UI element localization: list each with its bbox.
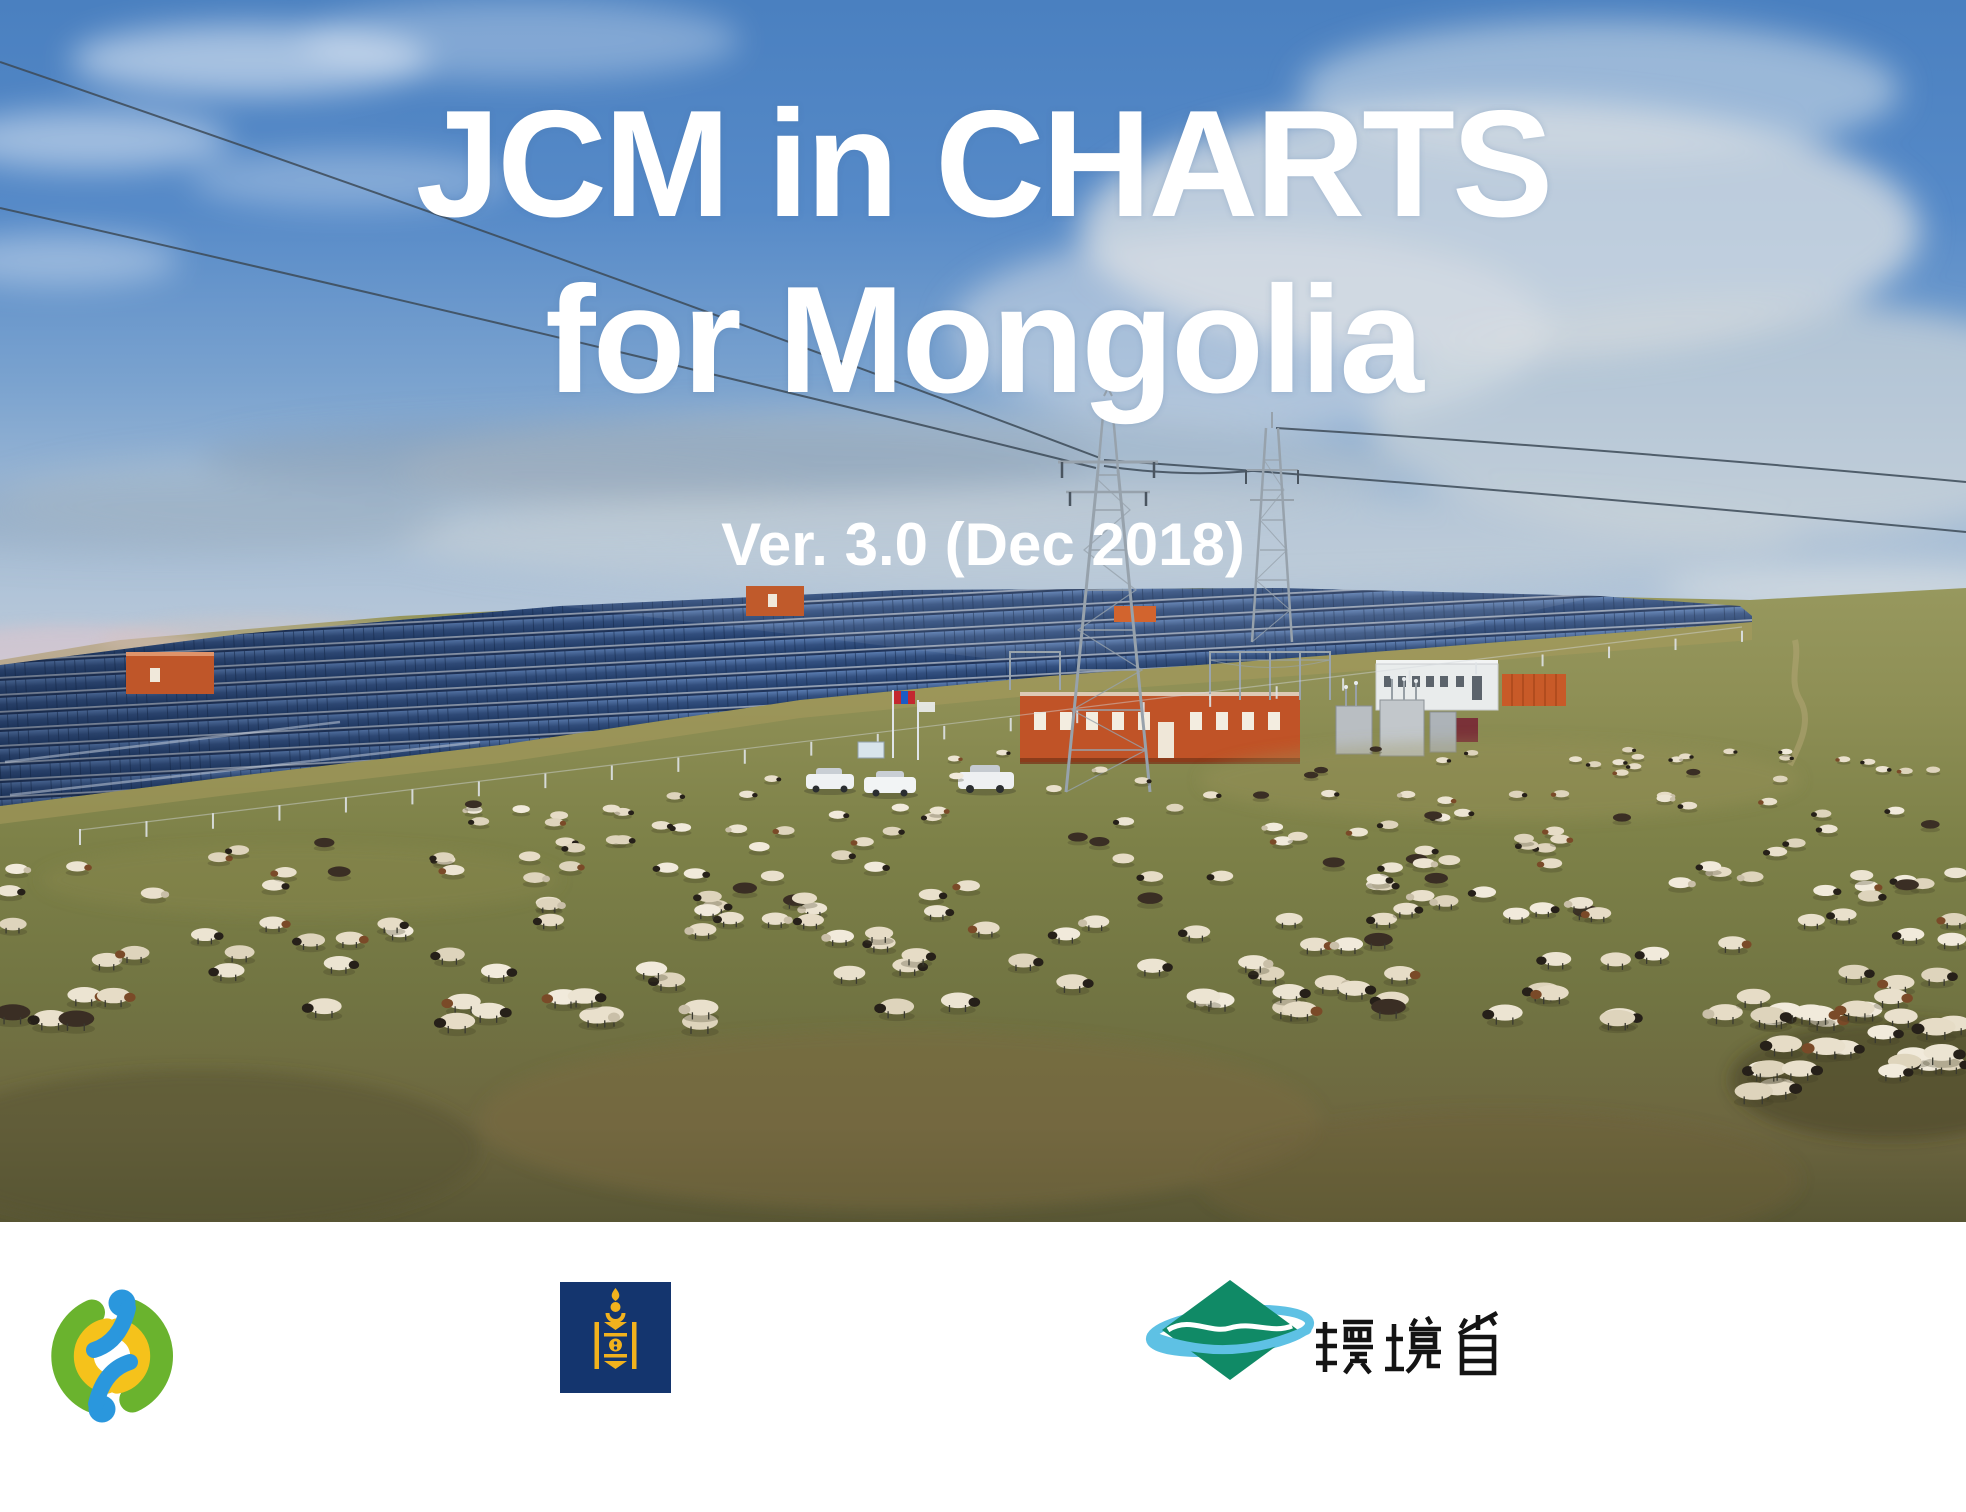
site-sign [857,741,885,759]
ecf-swirl-globe-icon [51,1289,173,1423]
cover-photo: JCM in CHARTS for Mongolia Ver. 3.0 (Dec… [0,0,1966,1222]
moej-kanji-glyphs [1316,1310,1499,1376]
substation-gantry [1009,651,1331,700]
ridge-shed-left [126,652,214,658]
dirt-track [1787,639,1808,767]
flag-poles [857,690,935,760]
parked-cars [804,765,1016,799]
grass-texture [0,740,1966,1222]
solar-array [0,588,1752,824]
transmission-tower-2 [1245,412,1299,643]
title-line-1: JCM in CHARTS [415,79,1554,249]
soyombo-emblem-icon [560,1282,671,1393]
perimeter-fence [79,626,1743,845]
logo-artwork [51,1280,1499,1423]
white-banner [919,702,935,712]
moej-diamond-swoosh-icon [1145,1280,1315,1380]
substation-buildings [126,586,1566,764]
sheep-flock [0,746,1966,1108]
logo-footer: ENVIRONMENT AND CLIMATE FUND GOVERNMENT … [0,1222,1966,1512]
steppe-solar-scene [0,0,1966,1222]
power-lines [0,61,1966,533]
title-line-2: for Mongolia [545,255,1424,425]
sky [0,0,1966,700]
mongolian-flag [894,691,915,704]
tower-orange-box [1114,606,1156,622]
orange-control-building [1020,692,1300,764]
version-subtitle: Ver. 3.0 (Dec 2018) [721,511,1245,578]
transmission-tower-1 [1058,385,1158,793]
